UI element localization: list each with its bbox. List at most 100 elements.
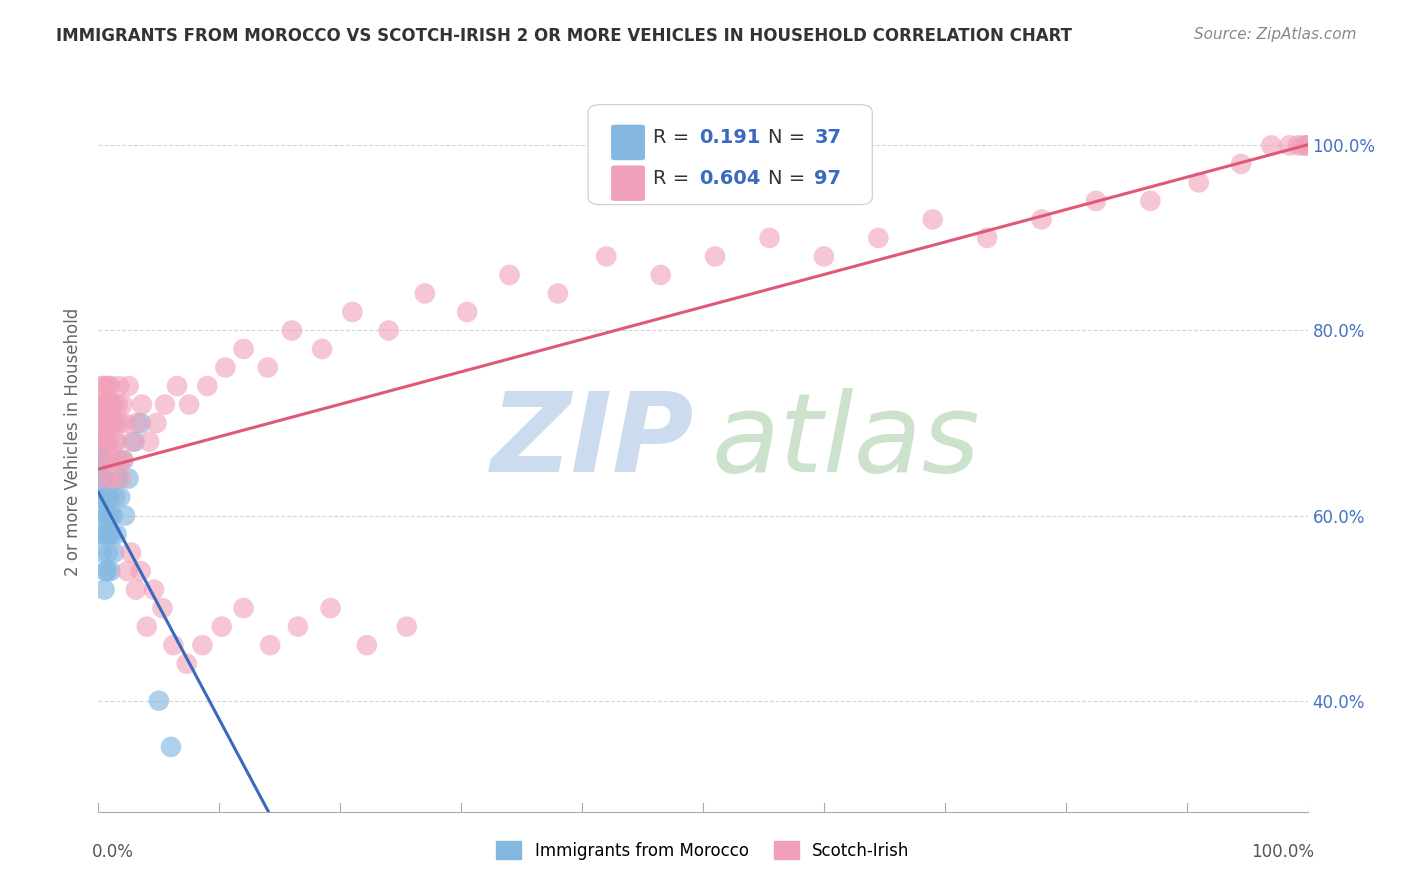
Point: [650, 268, 672, 282]
FancyBboxPatch shape: [588, 104, 872, 204]
Point: [93, 472, 115, 486]
Point: [118, 472, 141, 486]
Point: [105, 416, 128, 430]
Point: [105, 527, 128, 541]
Point: [91, 434, 114, 449]
Point: [287, 620, 309, 634]
Point: [100, 527, 122, 541]
Point: [97, 545, 120, 560]
Text: Source: ZipAtlas.com: Source: ZipAtlas.com: [1194, 27, 1357, 42]
Point: [921, 212, 943, 227]
Point: [96, 527, 118, 541]
Point: [395, 620, 418, 634]
Point: [90, 453, 112, 467]
Point: [100, 379, 122, 393]
Point: [91, 434, 114, 449]
Point: [191, 638, 214, 652]
Point: [94, 434, 117, 449]
Point: [281, 323, 304, 337]
Point: [1260, 138, 1282, 153]
Point: [145, 416, 167, 430]
Point: [148, 694, 170, 708]
Point: [108, 416, 131, 430]
Point: [1295, 138, 1317, 153]
Point: [135, 620, 157, 634]
Point: [195, 379, 218, 393]
Point: [1139, 194, 1161, 208]
Point: [93, 527, 115, 541]
Point: [1286, 138, 1309, 153]
Point: [103, 545, 125, 560]
Point: [1278, 138, 1301, 153]
Point: [595, 250, 617, 264]
Point: [704, 250, 727, 264]
Point: [91, 453, 114, 467]
Point: [120, 545, 142, 560]
Point: [112, 453, 135, 467]
Point: [1085, 194, 1108, 208]
Point: [1292, 138, 1315, 153]
Point: [976, 231, 998, 245]
Point: [98, 453, 121, 467]
Point: [100, 416, 122, 430]
Point: [176, 657, 198, 671]
Point: [377, 323, 399, 337]
Point: [103, 398, 125, 412]
Point: [259, 638, 281, 652]
Point: [813, 250, 835, 264]
Point: [96, 434, 118, 449]
Point: [89, 416, 111, 430]
Point: [1031, 212, 1053, 227]
Point: [1296, 138, 1319, 153]
Point: [90, 398, 112, 412]
Text: IMMIGRANTS FROM MOROCCO VS SCOTCH-IRISH 2 OR MORE VEHICLES IN HOUSEHOLD CORRELAT: IMMIGRANTS FROM MOROCCO VS SCOTCH-IRISH …: [56, 27, 1073, 45]
Point: [91, 379, 114, 393]
Point: [100, 564, 122, 578]
Text: R =: R =: [654, 169, 690, 188]
Point: [91, 508, 114, 523]
Point: [547, 286, 569, 301]
Point: [97, 416, 120, 430]
Point: [93, 582, 115, 597]
Point: [342, 305, 364, 319]
Point: [90, 527, 112, 541]
Point: [96, 416, 118, 430]
Point: [98, 398, 121, 412]
Point: [96, 564, 118, 578]
Text: 0.0%: 0.0%: [91, 843, 134, 861]
Point: [100, 508, 122, 523]
Point: [91, 545, 114, 560]
Point: [91, 398, 114, 412]
Point: [108, 490, 131, 504]
Text: 100.0%: 100.0%: [1251, 843, 1315, 861]
Point: [118, 379, 141, 393]
Point: [214, 360, 236, 375]
Point: [110, 472, 132, 486]
Point: [129, 416, 152, 430]
FancyBboxPatch shape: [612, 165, 645, 201]
Point: [256, 360, 278, 375]
Point: [100, 398, 122, 412]
Point: [179, 398, 201, 412]
Point: [98, 434, 121, 449]
Text: ZIP: ZIP: [491, 388, 695, 495]
Point: [117, 564, 139, 578]
Point: [97, 379, 120, 393]
Point: [111, 398, 134, 412]
Point: [232, 342, 254, 356]
Point: [97, 508, 120, 523]
Point: [131, 398, 153, 412]
Text: 97: 97: [814, 169, 841, 188]
Point: [319, 601, 342, 615]
Point: [94, 453, 117, 467]
Point: [211, 620, 233, 634]
Legend: Immigrants from Morocco, Scotch-Irish: Immigrants from Morocco, Scotch-Irish: [489, 835, 917, 866]
Point: [868, 231, 890, 245]
Y-axis label: 2 or more Vehicles in Household: 2 or more Vehicles in Household: [65, 308, 83, 575]
Point: [105, 434, 128, 449]
Point: [498, 268, 520, 282]
Point: [232, 601, 254, 615]
Point: [100, 472, 122, 486]
Point: [91, 490, 114, 504]
Point: [413, 286, 436, 301]
